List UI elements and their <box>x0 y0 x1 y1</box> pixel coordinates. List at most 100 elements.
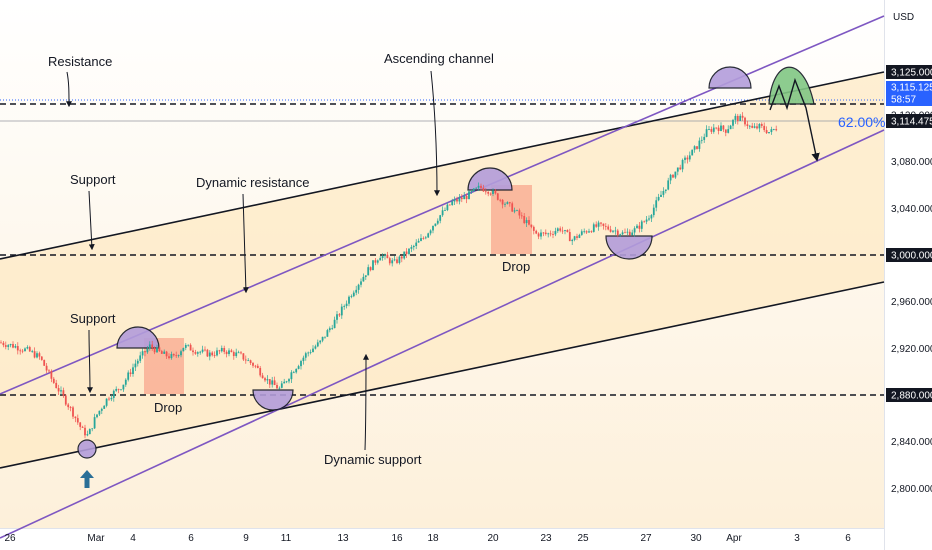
candle-body <box>724 129 727 133</box>
price-axis[interactable]: 2,800.000 2,840.000 2,880.000 2,920.000 2,96… <box>891 111 932 495</box>
candle-body <box>444 210 446 211</box>
candle-body <box>223 347 226 352</box>
price-tick-label: 2,800.000 <box>891 484 932 495</box>
candle-body <box>38 353 41 357</box>
candle-body <box>525 220 528 224</box>
candle-body <box>564 230 566 231</box>
candle-body <box>609 229 612 232</box>
time-axis[interactable]: 26 Mar 4 6 9 11 13 16 18 20 23 25 27 30 Apr 3 6 <box>4 533 851 544</box>
candle-body <box>482 187 485 192</box>
price-tag-box <box>886 388 932 402</box>
candle-body <box>208 352 211 357</box>
candle-body <box>2 342 5 346</box>
candle-body <box>384 254 386 257</box>
candle-body <box>156 347 158 353</box>
price-tag-box <box>886 81 932 94</box>
candle-body <box>439 215 442 221</box>
candle-body <box>441 210 444 216</box>
candle-body <box>667 180 670 190</box>
candle-body <box>300 361 302 367</box>
candle-body <box>650 215 653 219</box>
touch-circle-1 <box>116 326 160 349</box>
candle-body <box>280 383 283 388</box>
candle-body <box>259 367 262 376</box>
candle-body <box>648 218 650 220</box>
candle-body <box>427 233 430 238</box>
candle-body <box>31 351 34 353</box>
candle-body <box>48 370 50 372</box>
candle-body <box>43 359 46 366</box>
candle-body <box>535 230 538 234</box>
touch-circle-4 <box>605 235 653 260</box>
candle-body <box>177 355 180 357</box>
candle-body <box>494 190 497 194</box>
candle-body <box>170 354 173 359</box>
candle-body <box>664 189 667 191</box>
candle-body <box>568 232 571 242</box>
candle-body <box>468 191 470 200</box>
candle-body <box>432 225 434 231</box>
candle-body <box>331 328 334 329</box>
candle-body <box>640 221 643 229</box>
candle-body <box>520 215 523 217</box>
candle-body <box>628 231 631 236</box>
candle-body <box>741 115 744 118</box>
time-tick-label: 6 <box>188 533 194 544</box>
candle-body <box>712 127 715 132</box>
candle-body <box>453 199 456 202</box>
candle-body <box>722 125 725 130</box>
time-tick-label: 27 <box>640 533 652 544</box>
candle-body <box>669 174 672 181</box>
candle-body <box>528 220 530 225</box>
candle-body <box>60 390 62 392</box>
candle-body <box>213 355 216 356</box>
support-top-label: Support <box>70 172 116 187</box>
candle-body <box>201 349 204 352</box>
candle-body <box>595 224 598 227</box>
candle-body <box>307 352 310 354</box>
candle-body <box>120 389 122 391</box>
candle-body <box>220 347 223 352</box>
candle-body <box>746 124 749 126</box>
candle-body <box>55 382 58 389</box>
candle-body <box>393 259 396 261</box>
candle-body <box>614 230 617 232</box>
candle-body <box>122 384 125 390</box>
candle-body <box>696 146 698 149</box>
candle-body <box>739 115 742 121</box>
candle-body <box>67 404 70 408</box>
candle-body <box>175 355 178 357</box>
candle-body <box>256 365 259 368</box>
candle-body <box>621 232 624 235</box>
candle-body <box>720 125 722 131</box>
candle-body <box>751 125 754 128</box>
candle-body <box>362 276 365 282</box>
candle-body <box>343 306 346 307</box>
candle-body <box>681 159 684 170</box>
candle-body <box>604 225 607 227</box>
candle-body <box>487 191 490 194</box>
candle-body <box>348 296 350 304</box>
candle-body <box>136 360 139 364</box>
candle-body <box>124 379 127 385</box>
candle-body <box>134 363 137 368</box>
candle-body <box>352 292 355 297</box>
candle-body <box>700 139 703 141</box>
candle-body <box>552 234 554 235</box>
resistance-pointer <box>65 71 72 108</box>
candle-body <box>547 233 550 235</box>
time-tick-label: Mar <box>87 533 105 544</box>
candle-body <box>9 344 12 346</box>
candle-body <box>705 129 708 137</box>
candle-body <box>187 344 190 346</box>
candle-body <box>12 344 14 348</box>
candle-body <box>26 347 29 349</box>
candle-body <box>295 368 298 373</box>
candle-body <box>379 257 382 261</box>
drop-left-label: Drop <box>154 400 182 415</box>
candle-body <box>199 351 202 353</box>
price-tick-label: 2,920.000 <box>891 344 932 355</box>
price-tag-box <box>886 94 932 106</box>
upper-trendline <box>0 71 885 260</box>
